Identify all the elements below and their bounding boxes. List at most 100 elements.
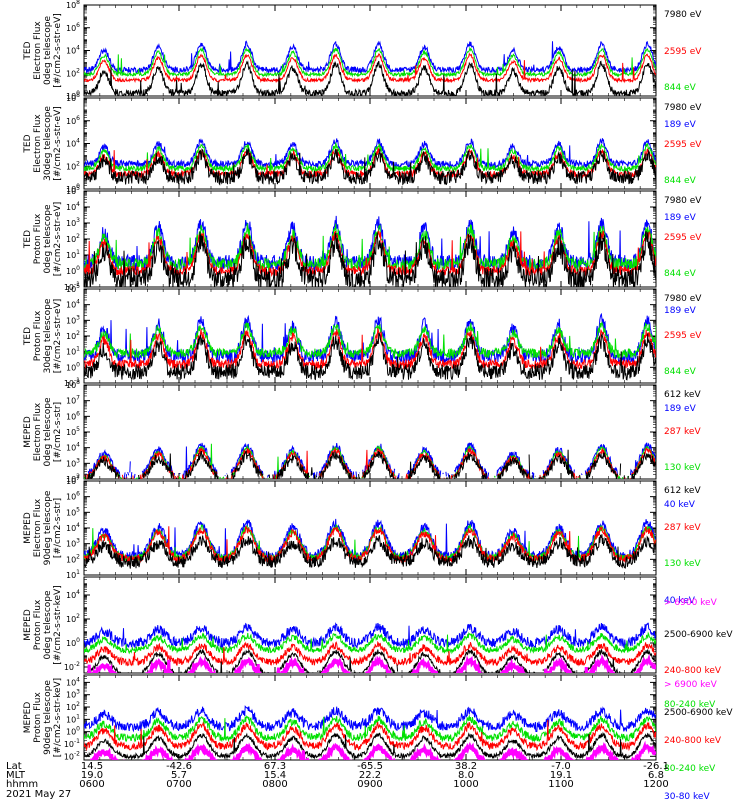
date-label: 2021 May 27 bbox=[6, 789, 71, 800]
y-tick-label: 102 bbox=[66, 473, 80, 484]
y-tick-label: 105 bbox=[66, 185, 80, 196]
legend-entry: 612 keV bbox=[664, 390, 701, 400]
series-line bbox=[84, 147, 656, 186]
x-label-lat: -65.5 bbox=[357, 761, 383, 772]
panel-1: TEDElectron Flux0deg telescope[#/cm2-s-s… bbox=[23, 0, 702, 130]
y-tick-label: 101 bbox=[66, 569, 80, 580]
x-label-hhmm: 0700 bbox=[166, 779, 191, 790]
y-tick-label: 10-1 bbox=[64, 738, 80, 749]
traces bbox=[84, 442, 656, 479]
series-line bbox=[84, 731, 656, 760]
series-line bbox=[84, 52, 656, 84]
y-tick-label: 101 bbox=[66, 713, 80, 724]
y-axis-label-line: Electron Flux bbox=[33, 498, 43, 557]
y-tick-label: 106 bbox=[66, 115, 80, 126]
y-tick-label: 105 bbox=[66, 506, 80, 517]
y-tick-label: 102 bbox=[66, 613, 80, 624]
legend-entry: 612 keV bbox=[664, 486, 701, 496]
y-axis-label: MEPEDElectron Flux90deg telescope[#/cm2-… bbox=[23, 490, 63, 565]
y-axis-label-line: [#/cm2-s-str-keV] bbox=[53, 678, 63, 757]
series-line bbox=[84, 705, 656, 733]
x-label-lat: -26.1 bbox=[643, 761, 669, 772]
legend-entry: 844 eV bbox=[664, 176, 697, 186]
x-label-mlt: 15.4 bbox=[264, 770, 286, 781]
series-line bbox=[84, 327, 656, 371]
panel-7: MEPEDProton Flux0deg telescope[#/cm2-s-s… bbox=[23, 0, 733, 710]
x-label-mlt: 22.2 bbox=[359, 770, 381, 781]
series-line bbox=[84, 622, 656, 649]
legend-entry: 80-240 keV bbox=[664, 764, 716, 774]
legend-entry: 2500-6900 keV bbox=[664, 630, 733, 640]
y-axis-label-line: TED bbox=[23, 230, 33, 249]
y-axis-label-line: MEPED bbox=[23, 512, 33, 544]
legend-entry: 30-80 keV bbox=[664, 0, 710, 3]
legend-entry: 844 eV bbox=[664, 367, 697, 377]
y-axis-label: MEPEDElectron Flux0deg telescope[#/cm2-s… bbox=[23, 397, 63, 467]
y-tick-label: 103 bbox=[66, 538, 80, 549]
series-line bbox=[84, 534, 656, 569]
y-tick-label: 102 bbox=[66, 233, 80, 244]
y-tick-label: 100 bbox=[66, 265, 80, 276]
y-axis-label-line: [#/cm2-s-str-eV] bbox=[53, 202, 63, 277]
y-tick-label: 104 bbox=[66, 299, 80, 310]
y-axis-label-line: TED bbox=[23, 327, 33, 346]
legend-entry: 240-800 keV bbox=[664, 736, 722, 746]
y-axis-label-line: Electron Flux bbox=[33, 402, 43, 461]
legend-entry: 7980 eV bbox=[664, 103, 702, 113]
y-axis-label: TEDProton Flux30deg telescope[#/cm2-s-st… bbox=[23, 298, 63, 373]
y-axis-label-line: Proton Flux bbox=[33, 692, 43, 743]
y-axis-label-line: 0deg telescope bbox=[43, 204, 53, 274]
series-line bbox=[84, 230, 656, 287]
y-axis-label-line: [#/cm2-s-str] bbox=[53, 498, 63, 558]
legend-entry: 40 keV bbox=[664, 500, 696, 510]
x-label-mlt: 8.0 bbox=[458, 770, 474, 781]
y-tick-label: 104 bbox=[66, 201, 80, 212]
x-label-mlt: 19.0 bbox=[81, 770, 103, 781]
series-line bbox=[84, 60, 656, 96]
traces bbox=[84, 40, 656, 96]
legend-entry: 130 keV bbox=[664, 463, 701, 473]
legend-entry: 2595 eV bbox=[664, 140, 702, 150]
series-line bbox=[84, 640, 656, 667]
legend-entry: 7980 eV bbox=[664, 10, 702, 20]
y-axis-label-line: 0deg telescope bbox=[43, 397, 53, 467]
legend-entry: 2595 eV bbox=[664, 233, 702, 243]
legend-entry: 844 eV bbox=[664, 83, 697, 93]
x-label-mlt: 19.1 bbox=[550, 770, 572, 781]
y-tick-label: 10-2 bbox=[64, 661, 80, 672]
x-label-lat: 38.2 bbox=[455, 761, 477, 772]
series-line bbox=[84, 46, 656, 78]
legend-entry: 189 eV bbox=[664, 404, 697, 414]
y-tick-label: 108 bbox=[66, 92, 80, 103]
panel-4: TEDProton Flux30deg telescope[#/cm2-s-st… bbox=[23, 283, 702, 414]
y-tick-label: 101 bbox=[66, 249, 80, 260]
panel-5: MEPEDElectron Flux0deg telescope[#/cm2-s… bbox=[23, 379, 701, 510]
y-tick-label: 104 bbox=[66, 138, 80, 149]
series-line bbox=[84, 332, 656, 381]
y-axis-label-line: MEPED bbox=[23, 702, 33, 734]
x-label-hhmm: 0800 bbox=[262, 779, 287, 790]
y-axis-label-line: [#/cm2-s-str-eV] bbox=[53, 13, 63, 88]
legend-entry: > 6900 keV bbox=[664, 598, 718, 608]
series-line bbox=[84, 223, 656, 273]
y-tick-label: 104 bbox=[66, 442, 80, 453]
y-axis-label-line: Electron Flux bbox=[33, 21, 43, 80]
legend-entry: 2500-6900 keV bbox=[664, 708, 733, 718]
y-tick-label: 107 bbox=[66, 475, 80, 486]
series-line bbox=[85, 449, 656, 479]
series-line bbox=[84, 321, 656, 360]
x-label-hhmm: 1200 bbox=[643, 779, 668, 790]
y-axis-label: TEDElectron Flux0deg telescope[#/cm2-s-s… bbox=[23, 13, 63, 88]
panels: TEDElectron Flux0deg telescope[#/cm2-s-s… bbox=[23, 0, 733, 800]
y-tick-label: 10-1 bbox=[64, 281, 80, 292]
y-axis-label-line: 30deg telescope bbox=[43, 106, 53, 181]
y-axis-label-line: [#/cm2-s-str-eV] bbox=[53, 106, 63, 181]
y-axis-label-line: Proton Flux bbox=[33, 310, 43, 361]
traces bbox=[84, 312, 656, 381]
panel-8: MEPEDProton Flux90deg telescope[#/cm2-s-… bbox=[23, 674, 733, 800]
y-axis-label: TEDElectron Flux30deg telescope[#/cm2-s-… bbox=[23, 106, 63, 181]
series-line bbox=[84, 443, 656, 479]
y-axis-label: TEDProton Flux0deg telescope[#/cm2-s-str… bbox=[23, 202, 63, 277]
panel-3: TEDProton Flux0deg telescope[#/cm2-s-str… bbox=[23, 185, 702, 316]
